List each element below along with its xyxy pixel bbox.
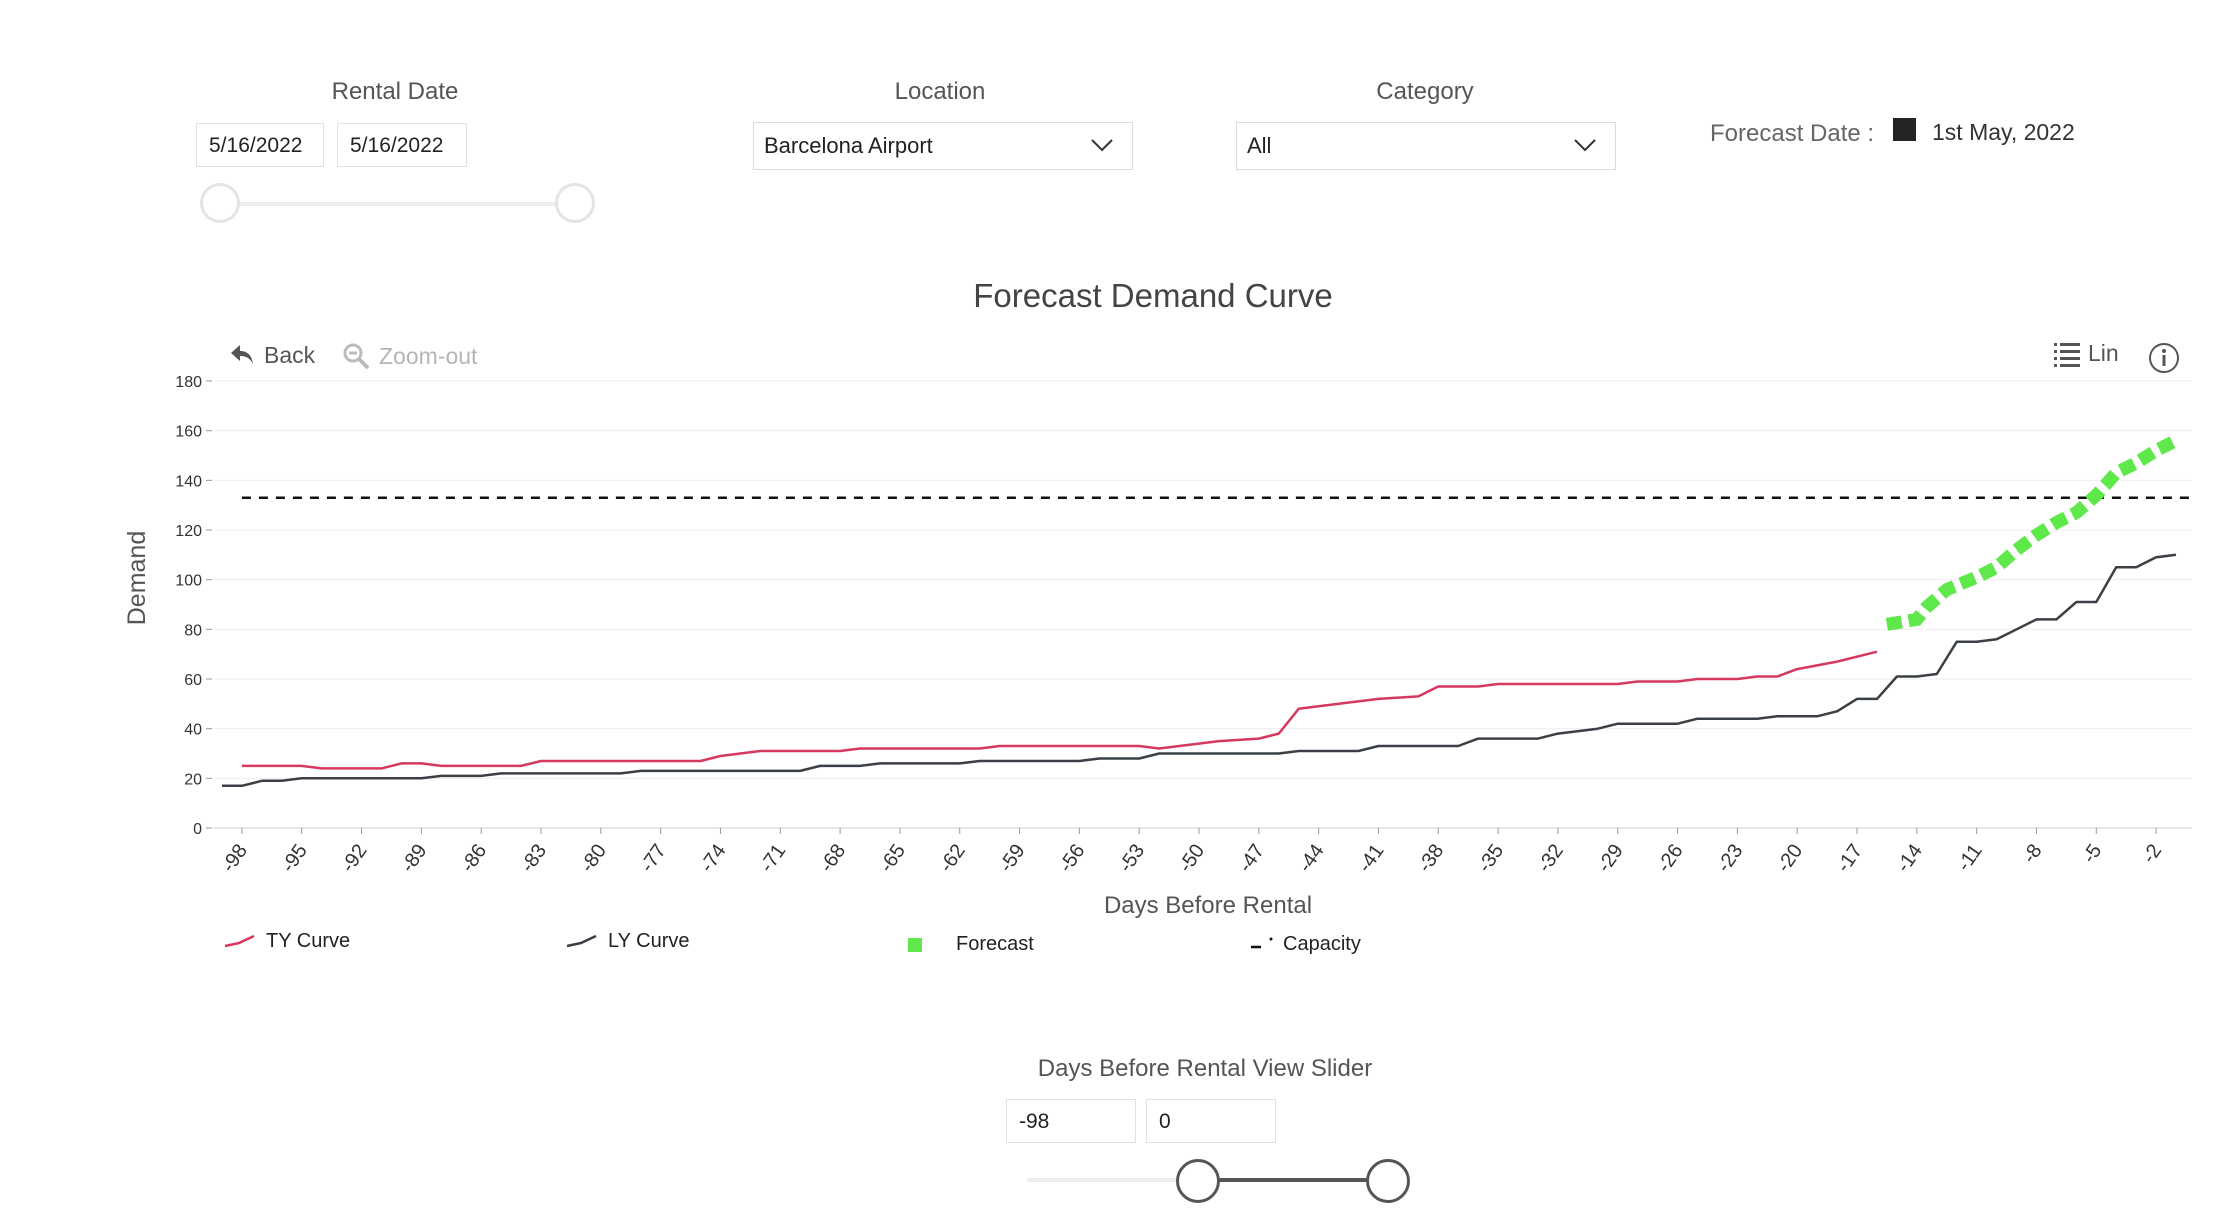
- location-dropdown[interactable]: Barcelona Airport: [753, 122, 1133, 170]
- view-slider-max-input[interactable]: 0: [1146, 1099, 1276, 1143]
- y-tick-label: 0: [193, 821, 202, 838]
- x-tick-label: -11: [1953, 840, 1987, 875]
- x-tick-label: -62: [935, 840, 970, 876]
- rental-date-slider-track[interactable]: [222, 202, 576, 206]
- y-tick-label: 60: [184, 672, 202, 689]
- legend-item-ty-curve[interactable]: TY Curve: [224, 930, 350, 953]
- chart-title: Forecast Demand Curve: [973, 277, 1333, 314]
- x-tick-label: -47: [1234, 840, 1269, 876]
- x-tick-label: -38: [1414, 840, 1449, 876]
- x-tick-label: -17: [1833, 840, 1868, 876]
- ty-curve-line: [241, 650, 1878, 770]
- y-tick-label: 80: [184, 622, 202, 639]
- x-tick-label: -41: [1354, 840, 1389, 876]
- x-tick-label: -77: [636, 840, 671, 876]
- x-axis-ticks: -98 -95 -92 -89 -86 -83 -80 -77 -74 -71 -68 -65 -62-…: [217, 828, 2166, 877]
- x-tick-label: -2: [2138, 840, 2166, 867]
- scale-toggle-button[interactable]: Lin: [2054, 340, 2119, 367]
- x-tick-label: -23: [1713, 840, 1748, 876]
- location-title: Location: [894, 78, 986, 105]
- category-dropdown-value: All: [1247, 133, 1272, 158]
- x-tick-label: -80: [576, 840, 611, 876]
- zoom-out-icon: [343, 343, 370, 370]
- view-slider-title: Days Before Rental View Slider: [1037, 1055, 1373, 1082]
- x-tick-label: -44: [1294, 840, 1329, 876]
- ly-curve-legend-label: LY Curve: [608, 930, 690, 952]
- list-icon: [2054, 342, 2080, 367]
- chevron-down-icon: [1574, 139, 1596, 152]
- forecast-legend-icon: [908, 937, 922, 952]
- rental-date-slider-start-handle[interactable]: [200, 183, 240, 223]
- rental-date-slider-end-handle[interactable]: [555, 183, 595, 223]
- x-tick-label: -50: [1175, 840, 1210, 876]
- y-tick-label: 120: [175, 523, 202, 540]
- forecast-date-color-swatch: [1893, 118, 1916, 141]
- y-tick-label: 180: [175, 374, 202, 391]
- back-button[interactable]: Back: [228, 341, 315, 369]
- x-tick-label: -65: [875, 840, 910, 876]
- category-title: Category: [1376, 78, 1474, 105]
- back-button-label: Back: [264, 341, 316, 368]
- x-tick-label: -20: [1773, 840, 1808, 876]
- capacity-legend-label: Capacity: [1283, 933, 1361, 955]
- forecast-legend-label: Forecast: [956, 933, 1034, 955]
- x-tick-label: -83: [517, 840, 552, 876]
- x-tick-label: -29: [1593, 840, 1628, 876]
- legend-item-capacity[interactable]: Capacity: [1249, 933, 1361, 956]
- category-dropdown[interactable]: All: [1236, 122, 1616, 170]
- view-slider-min-input[interactable]: -98: [1006, 1099, 1136, 1143]
- scale-toggle-label: Lin: [2088, 340, 2119, 366]
- location-dropdown-value: Barcelona Airport: [764, 133, 933, 158]
- x-axis-label: Days Before Rental: [1104, 892, 1312, 919]
- chart-gridlines: [214, 380, 2192, 829]
- rental-date-end-input[interactable]: 5/16/2022: [337, 123, 467, 167]
- x-tick-label: -71: [756, 840, 791, 876]
- x-tick-label: -56: [1055, 840, 1090, 876]
- view-slider-min-handle[interactable]: [1176, 1159, 1220, 1203]
- legend-item-forecast[interactable]: Forecast: [908, 933, 1034, 956]
- x-tick-label: -74: [696, 840, 731, 876]
- x-tick-label: -86: [457, 840, 492, 876]
- x-tick-label: -5: [2078, 840, 2106, 867]
- forecast-line: [1885, 434, 2179, 631]
- y-tick-label: 140: [175, 473, 202, 490]
- x-tick-label: -26: [1653, 840, 1688, 876]
- x-tick-label: -95: [277, 840, 312, 876]
- capacity-legend-icon: [1251, 937, 1273, 948]
- info-icon[interactable]: [2148, 342, 2180, 374]
- back-arrow-icon: [231, 345, 253, 364]
- view-slider-max-handle[interactable]: [1366, 1159, 1410, 1203]
- y-tick-label: 160: [175, 424, 202, 441]
- x-tick-label: -32: [1533, 840, 1568, 876]
- y-tick-label: 40: [184, 722, 202, 739]
- y-axis-ticks: 0 20 40 60 80 100 120 140 160 180: [175, 374, 212, 838]
- x-tick-label: -98: [217, 840, 252, 876]
- legend-item-ly-curve[interactable]: LY Curve: [566, 930, 690, 953]
- forecast-date-label: Forecast Date :: [1710, 120, 1875, 147]
- y-tick-label: 20: [184, 771, 202, 788]
- x-tick-label: -92: [337, 840, 372, 876]
- x-tick-label: -89: [397, 840, 432, 876]
- x-tick-label: -14: [1892, 840, 1927, 876]
- view-slider-selected-range: [1197, 1178, 1387, 1182]
- x-tick-label: -8: [2018, 840, 2046, 867]
- y-axis-label: Demand: [123, 531, 151, 626]
- x-tick-label: -68: [816, 840, 851, 876]
- rental-date-title: Rental Date: [331, 78, 459, 105]
- ty-curve-legend-icon: [224, 934, 255, 947]
- chart-series: [222, 434, 2196, 788]
- y-tick-label: 100: [175, 573, 202, 590]
- x-tick-label: -53: [1115, 840, 1150, 876]
- zoom-out-label: Zoom-out: [379, 342, 478, 369]
- rental-date-start-input[interactable]: 5/16/2022: [196, 123, 324, 167]
- x-tick-label: -59: [995, 840, 1030, 876]
- ly-curve-legend-icon: [566, 934, 597, 947]
- x-tick-label: -35: [1474, 840, 1509, 876]
- zoom-out-button[interactable]: Zoom-out: [341, 341, 477, 371]
- chevron-down-icon: [1091, 139, 1113, 152]
- ly-curve-line: [222, 553, 2177, 788]
- forecast-date-value: 1st May, 2022: [1932, 119, 2075, 145]
- ty-curve-legend-label: TY Curve: [266, 930, 351, 952]
